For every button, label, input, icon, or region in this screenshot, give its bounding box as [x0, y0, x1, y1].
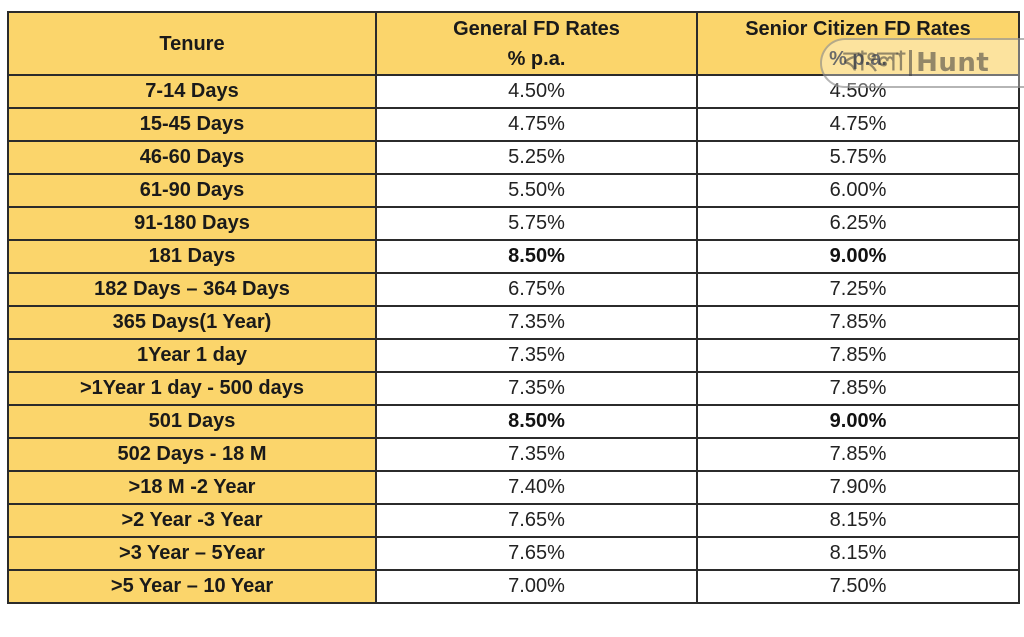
senior-rate-header: Senior Citizen FD Rates % p.a.	[696, 11, 1020, 76]
senior-rate-cell: 7.85%	[696, 305, 1020, 340]
table-row: 182 Days – 364 Days 6.75% 7.25%	[7, 272, 1020, 307]
senior-rate-header-title: Senior Citizen FD Rates	[745, 17, 971, 40]
table-row: 501 Days 8.50% 9.00%	[7, 404, 1020, 439]
senior-rate-cell: 9.00%	[696, 404, 1020, 439]
table-row: 181 Days 8.50% 9.00%	[7, 239, 1020, 274]
table-row: >2 Year -3 Year 7.65% 8.15%	[7, 503, 1020, 538]
tenure-cell: 15-45 Days	[7, 107, 377, 142]
senior-rate-cell: 6.25%	[696, 206, 1020, 241]
senior-rate-cell: 9.00%	[696, 239, 1020, 274]
tenure-cell: 91-180 Days	[7, 206, 377, 241]
banglahunt-watermark: বাংলা Hunt	[820, 38, 1024, 88]
general-rate-cell: 8.50%	[375, 404, 698, 439]
tenure-cell: 502 Days - 18 M	[7, 437, 377, 472]
tenure-cell: 501 Days	[7, 404, 377, 439]
senior-rate-cell: 7.50%	[696, 569, 1020, 604]
senior-rate-cell: 4.75%	[696, 107, 1020, 142]
senior-rate-cell: 7.85%	[696, 437, 1020, 472]
senior-rate-cell: 8.15%	[696, 536, 1020, 571]
general-rate-cell: 4.50%	[375, 74, 698, 109]
table-row: >18 M -2 Year 7.40% 7.90%	[7, 470, 1020, 505]
table-row: >1Year 1 day - 500 days 7.35% 7.85%	[7, 371, 1020, 406]
watermark-divider	[909, 50, 913, 76]
tenure-cell: 181 Days	[7, 239, 377, 274]
tenure-cell: 61-90 Days	[7, 173, 377, 208]
senior-rate-cell: 8.15%	[696, 503, 1020, 538]
watermark-hunt-text: Hunt	[916, 48, 990, 78]
tenure-cell: >5 Year – 10 Year	[7, 569, 377, 604]
table-row: >3 Year – 5Year 7.65% 8.15%	[7, 536, 1020, 571]
senior-rate-cell: 4.50%	[696, 74, 1020, 109]
table-row: 91-180 Days 5.75% 6.25%	[7, 206, 1020, 241]
general-rate-cell: 7.65%	[375, 536, 698, 571]
senior-rate-cell: 7.90%	[696, 470, 1020, 505]
general-rate-header-title: General FD Rates	[453, 17, 620, 40]
general-rate-cell: 8.50%	[375, 239, 698, 274]
table-row: >5 Year – 10 Year 7.00% 7.50%	[7, 569, 1020, 604]
general-rate-header-unit: % p.a.	[507, 47, 566, 70]
table-row: 61-90 Days 5.50% 6.00%	[7, 173, 1020, 208]
general-rate-cell: 7.35%	[375, 371, 698, 406]
table-row: 46-60 Days 5.25% 5.75%	[7, 140, 1020, 175]
watermark-bengali-text: বাংলা	[844, 47, 906, 77]
general-rate-cell: 5.50%	[375, 173, 698, 208]
table-row: 15-45 Days 4.75% 4.75%	[7, 107, 1020, 142]
table-row: 1Year 1 day 7.35% 7.85%	[7, 338, 1020, 373]
tenure-cell: 365 Days(1 Year)	[7, 305, 377, 340]
senior-rate-cell: 7.85%	[696, 338, 1020, 373]
general-rate-cell: 7.40%	[375, 470, 698, 505]
tenure-cell: >18 M -2 Year	[7, 470, 377, 505]
tenure-cell: 46-60 Days	[7, 140, 377, 175]
tenure-cell: 1Year 1 day	[7, 338, 377, 373]
general-rate-cell: 7.35%	[375, 305, 698, 340]
tenure-cell: >3 Year – 5Year	[7, 536, 377, 571]
fd-rates-table: Tenure General FD Rates % p.a. Senior Ci…	[7, 11, 1020, 604]
general-rate-cell: 7.35%	[375, 437, 698, 472]
general-rate-cell: 5.25%	[375, 140, 698, 175]
table-body: 7-14 Days 4.50% 4.50% 15-45 Days 4.75% 4.75% 4…	[7, 74, 1020, 604]
senior-rate-cell: 7.85%	[696, 371, 1020, 406]
tenure-cell: 182 Days – 364 Days	[7, 272, 377, 307]
senior-rate-cell: 5.75%	[696, 140, 1020, 175]
table-row: 502 Days - 18 M 7.35% 7.85%	[7, 437, 1020, 472]
tenure-header-label: Tenure	[159, 32, 225, 55]
general-rate-cell: 7.00%	[375, 569, 698, 604]
general-rate-cell: 4.75%	[375, 107, 698, 142]
general-rate-cell: 6.75%	[375, 272, 698, 307]
general-rate-cell: 5.75%	[375, 206, 698, 241]
general-rate-cell: 7.35%	[375, 338, 698, 373]
general-rate-cell: 7.65%	[375, 503, 698, 538]
tenure-cell: >1Year 1 day - 500 days	[7, 371, 377, 406]
header-row: Tenure General FD Rates % p.a. Senior Ci…	[7, 11, 1020, 76]
tenure-header: Tenure	[7, 11, 377, 76]
general-rate-header: General FD Rates % p.a.	[375, 11, 698, 76]
table-row: 365 Days(1 Year) 7.35% 7.85%	[7, 305, 1020, 340]
senior-rate-cell: 7.25%	[696, 272, 1020, 307]
table-row: 7-14 Days 4.50% 4.50%	[7, 74, 1020, 109]
senior-rate-cell: 6.00%	[696, 173, 1020, 208]
tenure-cell: >2 Year -3 Year	[7, 503, 377, 538]
tenure-cell: 7-14 Days	[7, 74, 377, 109]
